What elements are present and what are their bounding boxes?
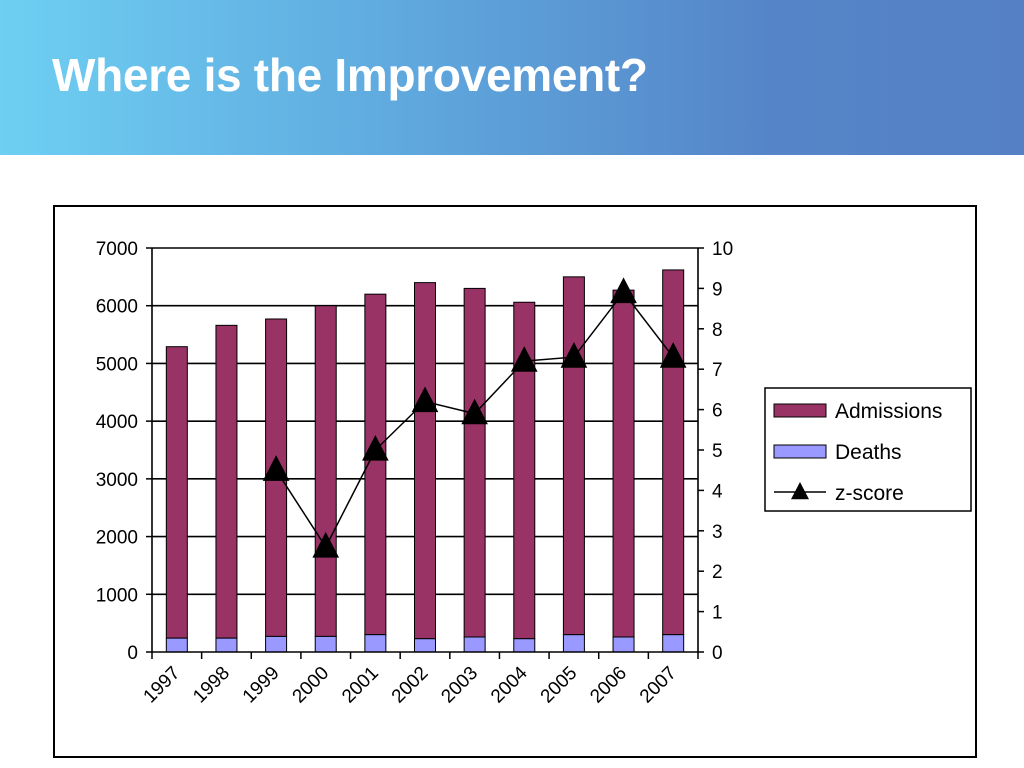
slide-title: Where is the Improvement? [52,49,648,101]
bar-deaths [165,637,188,653]
z-score-marker [560,342,588,368]
bar-deaths [513,638,536,653]
x-tick-label: 1999 [239,663,284,708]
bar-admissions [165,346,188,639]
y-axis-left: 0 1000 2000 3000 4000 5000 6000 7000 [96,239,152,664]
x-tick-label: 2007 [636,663,681,708]
z-score-line [262,277,687,558]
bar-deaths [265,635,288,653]
bar-deaths [414,638,436,653]
y2-tick-label: 5 [712,441,723,462]
legend-label-admissions: Admissions [835,400,942,423]
z-score-marker [461,398,488,425]
legend-marker-zscore [791,481,809,500]
y2-tick-label: 8 [712,320,723,341]
legend-label-deaths: Deaths [835,441,902,464]
z-score-marker [312,531,340,558]
y-tick-label: 2000 [96,528,138,549]
bar-deaths [612,636,635,653]
bar-deaths [314,635,337,653]
bar-admissions [314,305,337,637]
y-tick-label: 3000 [96,470,138,491]
z-score-marker [610,277,637,304]
bar-admissions [612,289,635,638]
bar-deaths [463,636,486,653]
y-tick-label: 1000 [96,585,138,606]
x-tick-label: 2001 [338,663,383,708]
title-banner: Where is the Improvement? [0,0,1024,155]
y2-tick-label: 6 [712,401,723,422]
legend: Admissions Deaths z-score [764,387,972,512]
legend-swatch-deaths [773,444,827,459]
bar-admissions [463,287,486,638]
y2-tick-label: 2 [712,562,723,583]
x-tick-label: 2000 [289,663,334,708]
y2-tick-label: 1 [712,603,723,624]
y2-tick-label: 9 [712,279,723,300]
x-tick-label: 2004 [487,662,532,707]
y-axis-right: 0 1 2 3 4 5 6 7 8 9 10 [698,239,733,664]
x-tick-label: 2005 [537,663,582,708]
y2-tick-label: 10 [712,239,733,260]
y2-tick-label: 3 [712,522,723,543]
z-score-marker [362,434,389,461]
bar-admissions [414,282,436,640]
x-tick-label: 2002 [388,663,433,708]
combo-chart: 0 1000 2000 3000 4000 5000 6000 7000 0 1 2 3 4 5 6 7 8 9… [96,239,972,708]
y-tick-label: 0 [127,643,138,664]
y-tick-label: 7000 [96,239,138,260]
bar-admissions [215,324,238,639]
z-score-marker [510,346,538,372]
z-score-marker [262,455,290,481]
z-score-marker [659,342,687,368]
bar-deaths [364,634,387,653]
x-tick-label: 2003 [437,663,482,708]
y-tick-label: 5000 [96,354,138,375]
bar-deaths [662,634,685,653]
bar-deaths [562,634,585,653]
bar-admissions [562,276,585,636]
y-tick-label: 6000 [96,297,138,318]
legend-label-zscore: z-score [835,482,904,505]
bar-admissions [662,269,685,636]
x-tick-label: 1998 [189,663,234,708]
x-axis: 1997 1998 1999 2000 2001 2002 2003 2004 2005 2006… [140,652,699,708]
z-score-marker [411,386,439,413]
y2-tick-label: 7 [712,360,723,381]
legend-swatch-admissions [773,403,827,418]
bar-deaths [215,637,238,653]
x-tick-label: 2006 [586,663,631,708]
x-tick-label: 1997 [140,663,185,708]
y2-tick-label: 0 [712,643,723,664]
y-tick-label: 4000 [96,412,138,433]
y2-tick-label: 4 [712,481,723,502]
chart-frame: 0 1000 2000 3000 4000 5000 6000 7000 0 1 2 3 4 5 6 7 8 9… [53,205,977,758]
